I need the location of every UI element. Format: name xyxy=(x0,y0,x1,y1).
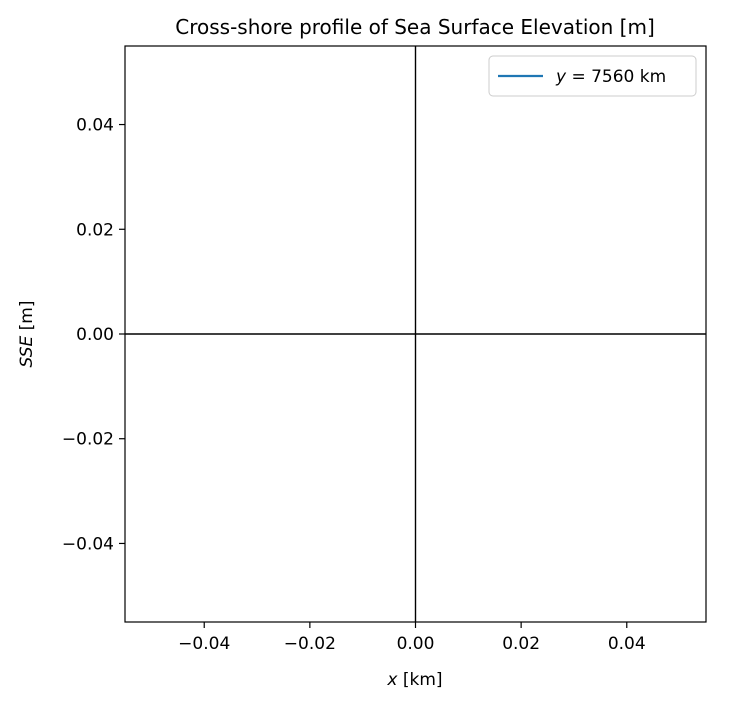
y-axis-ticks: −0.04 −0.02 0.00 0.02 0.04 xyxy=(62,116,125,554)
y-tick-label: 0.04 xyxy=(76,116,114,136)
x-tick-label: −0.04 xyxy=(178,634,230,654)
legend-entry-label: y = 7560 km xyxy=(555,67,666,87)
y-tick-label: −0.04 xyxy=(62,534,114,554)
y-axis-label-unit: [m] xyxy=(17,301,37,336)
legend-entry-rest: = 7560 km xyxy=(566,67,666,87)
x-axis-label: x [km] xyxy=(386,670,442,690)
legend-box xyxy=(488,55,697,97)
x-axis-ticks: −0.04 −0.02 0.00 0.02 0.04 xyxy=(178,622,646,654)
plot-area xyxy=(124,45,707,623)
legend: y = 7560 km xyxy=(488,55,697,97)
x-tick-label: 0.02 xyxy=(502,634,540,654)
y-axis-label: SSE [m] xyxy=(17,301,37,368)
x-axis-label-unit: [km] xyxy=(397,670,442,690)
reference-lines xyxy=(125,46,706,622)
chart-title: Cross-shore profile of Sea Surface Eleva… xyxy=(175,15,655,39)
x-tick-label: 0.04 xyxy=(608,634,646,654)
x-axis-label-var: x xyxy=(386,670,398,690)
legend-entry-var: y xyxy=(555,67,567,87)
y-axis-label-var: SSE xyxy=(17,336,37,368)
x-tick-label: −0.02 xyxy=(284,634,336,654)
y-tick-label: −0.02 xyxy=(62,430,114,450)
x-tick-label: 0.00 xyxy=(397,634,435,654)
y-tick-label: 0.02 xyxy=(76,220,114,240)
y-tick-label: 0.00 xyxy=(76,325,114,345)
